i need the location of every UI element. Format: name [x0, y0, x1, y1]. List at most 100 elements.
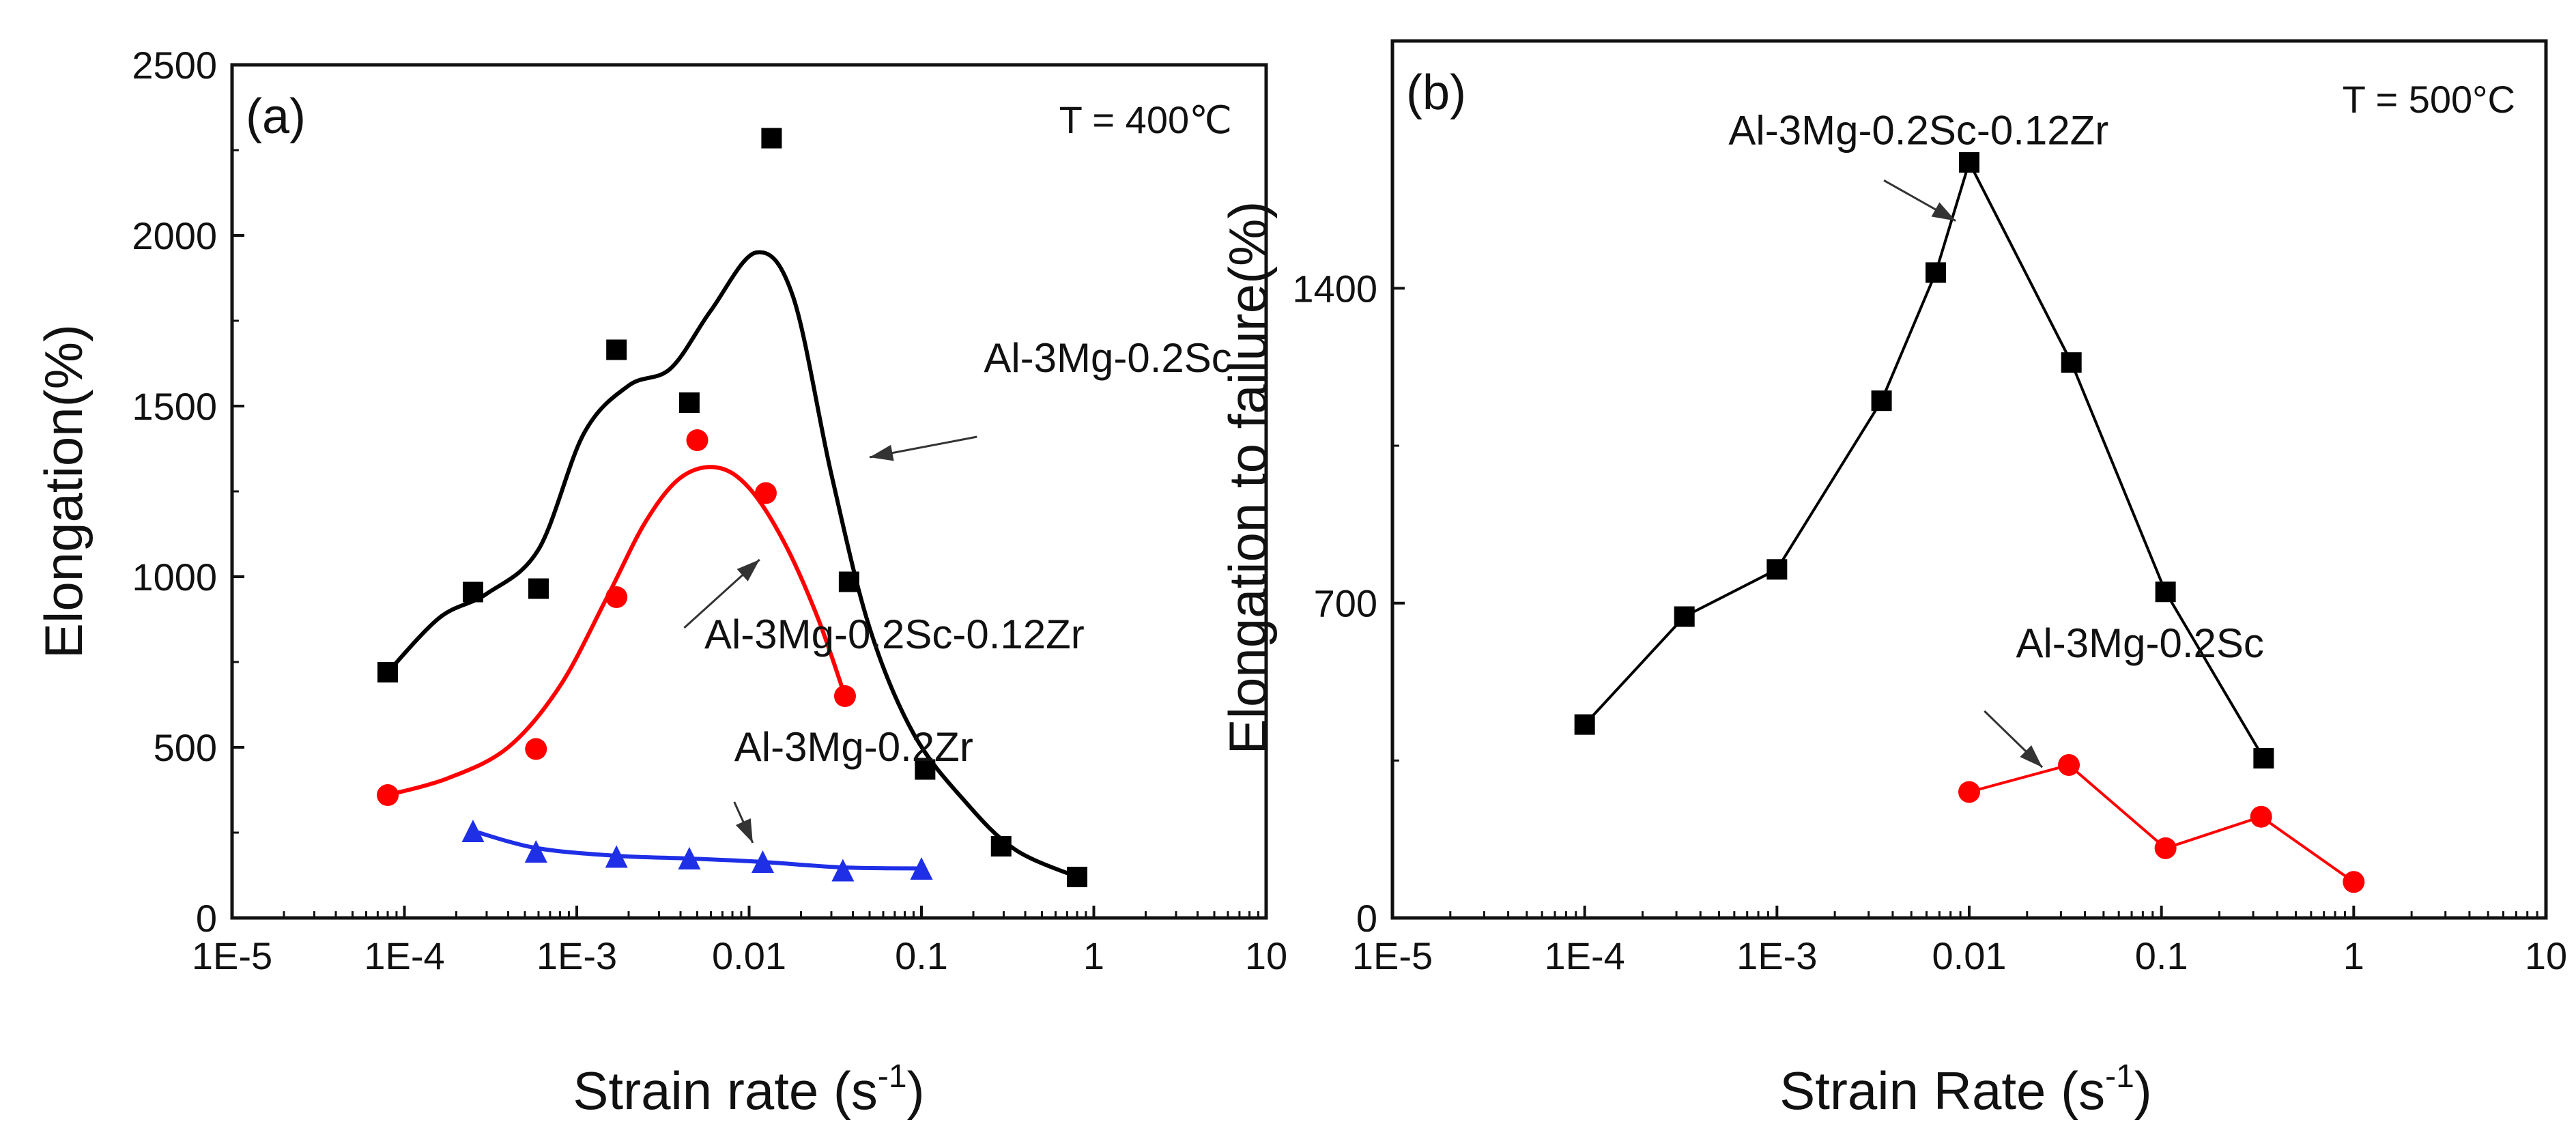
panel-b-x-tick-label: 1: [2343, 934, 2364, 977]
panel-b-x-axis-title: Strain Rate (s-1): [1779, 1059, 2152, 1121]
panel-b-y-tick-label: 1400: [1292, 267, 1377, 310]
panel-a-point-al-3mg-0-2zr: [910, 857, 933, 880]
panel-a-point-al-3mg-0-2sc-0-12zr: [686, 429, 709, 451]
panel-b-x-tick-label: 1E-3: [1736, 934, 1817, 977]
panel-a-x-tick-label: 1E-5: [192, 934, 272, 977]
panel-a-temperature: T = 400℃: [1059, 98, 1232, 141]
panel-a-tick-labels: 1E-5 1E-4 1E-3 0.01 0.1 1 10 0 500 1000 1500 2000 25…: [132, 44, 1287, 977]
panel-a-arrowhead-al-3mg-0-2sc-0-12zr: [736, 560, 760, 581]
panel-a-point-al-3mg-0-2sc-0-12zr: [605, 586, 628, 608]
panel-a-x-tick-label: 1: [1083, 934, 1104, 977]
panel-b-arrowhead-al-3mg-0-2sc-0-12zr: [1931, 202, 1956, 221]
panel-b-point-al-3mg-0-2sc-0-12zr: [1766, 559, 1788, 580]
panel-a-point-al-3mg-0-2sc-0-12zr: [377, 784, 399, 806]
panel-a-point-al-3mg-0-2sc: [1067, 867, 1088, 887]
panel-a-y-tick-label: 2000: [132, 214, 217, 257]
panel-a-point-al-3mg-0-2sc: [377, 662, 399, 682]
panel-a-point-al-3mg-0-2sc: [990, 836, 1012, 857]
panel-a-y-tick-label: 1000: [132, 556, 217, 599]
panel-a-point-al-3mg-0-2zr: [751, 850, 774, 873]
panel-a-x-tick-label: 0.01: [712, 934, 786, 977]
panel-b-annotations: Al-3Mg-0.2Sc-0.12Zr Al-3Mg-0.2Sc: [1728, 108, 2264, 666]
panel-a-series-label-al-3mg-0-2zr: Al-3Mg-0.2Zr: [734, 724, 973, 770]
panel-a-ticks: [231, 63, 1268, 919]
panel-b-x-title-sup: -1: [2105, 1059, 2134, 1095]
panel-a-point-al-3mg-0-2sc-0-12zr: [754, 482, 777, 504]
panel-a-label: (a): [246, 89, 306, 144]
panel-a-annotations: Al-3Mg-0.2Sc Al-3Mg-0.2Sc-0.12Zr Al-3Mg-0.…: [704, 335, 1232, 770]
panel-a-arrowhead-al-3mg-0-2sc: [869, 444, 894, 461]
panel-a-point-al-3mg-0-2zr: [524, 840, 547, 863]
panel-b-point-al-3mg-0-2sc-0-12zr: [2155, 581, 2176, 603]
panel-a-point-al-3mg-0-2sc: [915, 759, 936, 780]
panel-b-point-al-3mg-0-2sc-0-12zr: [2253, 748, 2274, 769]
panel-a-x-tick-label: 10: [1245, 934, 1287, 977]
panel-b-y-axis-title: Elongation to failure(%): [1218, 201, 1278, 755]
panel-b-point-al-3mg-0-2sc: [2343, 871, 2365, 893]
panel-a-y-tick-label: 2500: [132, 44, 217, 87]
panel-a-point-al-3mg-0-2sc: [606, 339, 627, 360]
panel-a-x-title-sup: -1: [878, 1059, 907, 1095]
panel-b-arrows: [1883, 179, 2044, 768]
panel-b-point-al-3mg-0-2sc-0-12zr: [1926, 262, 1947, 283]
panel-b-x-title-close: ): [2134, 1061, 2152, 1121]
panel-a-x-tick-label: 1E-3: [536, 934, 617, 977]
panel-b-point-al-3mg-0-2sc-0-12zr: [1959, 152, 1979, 173]
panel-b-point-al-3mg-0-2sc-0-12zr: [1674, 606, 1695, 627]
panel-b-y-tick-label: 0: [1356, 897, 1377, 940]
panel-b-series-label-al-3mg-0-2sc: Al-3Mg-0.2Sc: [2016, 620, 2263, 666]
panel-a: 1E-5 1E-4 1E-3 0.01 0.1 1 10 0 500 1000 1500 2000 25…: [33, 44, 1287, 1121]
panel-a-markers: [377, 128, 1088, 887]
panel-b-point-al-3mg-0-2sc: [2058, 753, 2080, 776]
panel-a-point-al-3mg-0-2sc: [678, 392, 700, 413]
panel-a-y-axis-title: Elongation(%): [33, 324, 94, 659]
panel-a-point-al-3mg-0-2sc: [838, 571, 859, 592]
panel-a-point-al-3mg-0-2sc-0-12zr: [525, 738, 547, 760]
panel-a-y-tick-label: 500: [154, 726, 217, 769]
panel-b: 1E-5 1E-4 1E-3 0.01 0.1 1 10 0 700 1400 Al-3Mg-0.…: [1218, 39, 2567, 1121]
panel-a-x-title-main: Strain rate (s: [573, 1061, 877, 1121]
panel-b-ticks: [1391, 287, 2547, 919]
panel-a-point-al-3mg-0-2zr: [678, 847, 701, 869]
panel-b-x-tick-label: 10: [2525, 934, 2567, 977]
panel-b-markers: [1574, 152, 2365, 893]
panel-a-x-tick-label: 0.1: [895, 934, 948, 977]
panel-b-point-al-3mg-0-2sc: [2154, 837, 2177, 859]
panel-b-temperature: T = 500°C: [2343, 78, 2515, 121]
panel-b-point-al-3mg-0-2sc-0-12zr: [2061, 352, 2082, 373]
panel-a-arrowhead-al-3mg-0-2zr: [735, 818, 753, 843]
panel-a-x-tick-label: 1E-4: [364, 934, 444, 977]
panel-b-series-label-al-3mg-0-2sc-0-12zr: Al-3Mg-0.2Sc-0.12Zr: [1728, 108, 2108, 154]
panel-a-point-al-3mg-0-2sc: [528, 578, 549, 599]
panel-a-curve-al-3mg-0-2sc: [386, 250, 1079, 879]
panel-b-arrowhead-al-3mg-0-2sc: [2020, 745, 2043, 768]
panel-a-point-al-3mg-0-2sc: [462, 581, 483, 603]
panel-a-arrows: [683, 435, 977, 844]
panel-b-point-al-3mg-0-2sc-0-12zr: [1574, 714, 1595, 735]
panel-a-curve-al-3mg-0-2sc-0-12zr: [386, 465, 847, 797]
panel-b-tick-labels: 1E-5 1E-4 1E-3 0.01 0.1 1 10 0 700 1400: [1292, 267, 2567, 977]
panel-b-point-al-3mg-0-2sc: [2250, 805, 2272, 828]
panel-a-y-tick-label: 0: [196, 897, 217, 940]
panel-b-x-title-main: Strain Rate (s: [1779, 1061, 2105, 1121]
panel-a-point-al-3mg-0-2zr: [831, 859, 855, 882]
panel-a-point-al-3mg-0-2zr: [605, 845, 628, 868]
panel-b-label: (b): [1406, 66, 1466, 120]
panel-a-x-title-close: ): [907, 1061, 925, 1121]
panel-b-x-tick-label: 1E-4: [1545, 934, 1625, 977]
panel-b-x-tick-label: 0.1: [2135, 934, 2188, 977]
panel-b-point-al-3mg-0-2sc: [1958, 781, 1980, 803]
panel-a-point-al-3mg-0-2zr: [461, 820, 485, 842]
panel-a-x-axis-title: Strain rate (s-1): [573, 1059, 924, 1121]
panel-a-point-al-3mg-0-2sc: [761, 128, 782, 149]
panel-b-x-tick-label: 0.01: [1932, 934, 2007, 977]
panel-b-y-tick-label: 700: [1314, 582, 1377, 625]
panel-b-x-tick-label: 1E-5: [1352, 934, 1433, 977]
panel-b-point-al-3mg-0-2sc-0-12zr: [1871, 390, 1892, 412]
panel-a-series-label-al-3mg-0-2sc-0-12zr: Al-3Mg-0.2Sc-0.12Zr: [704, 611, 1085, 657]
panel-a-y-tick-label: 1500: [132, 385, 217, 428]
panel-a-series-label-al-3mg-0-2sc: Al-3Mg-0.2Sc: [984, 335, 1231, 381]
panel-a-point-al-3mg-0-2sc-0-12zr: [833, 685, 856, 707]
